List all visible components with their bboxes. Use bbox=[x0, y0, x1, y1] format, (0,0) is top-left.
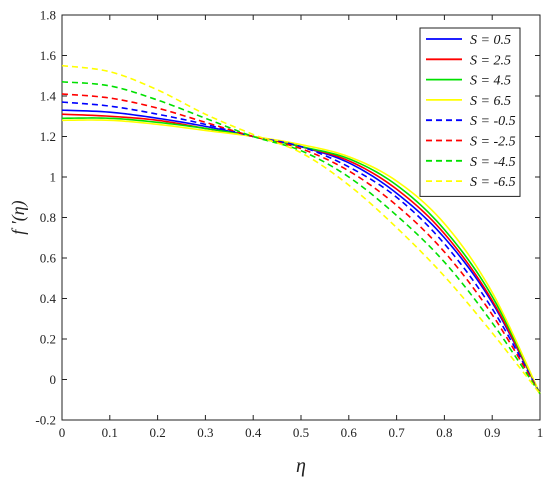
y-tick-label: 1.6 bbox=[40, 48, 57, 63]
y-tick-label: -0.2 bbox=[35, 413, 56, 428]
y-axis-label: f ′(η) bbox=[8, 200, 29, 234]
legend-label: S = -6.5 bbox=[470, 175, 516, 190]
x-tick-label: 0.1 bbox=[102, 425, 118, 440]
tick-group: 0 0.1 0.2 0.3 0.4 0.5 0.6 0.7 0.8 0.9 1-0.200.20.4… bbox=[35, 8, 543, 441]
x-tick-label: 0.9 bbox=[484, 425, 500, 440]
x-tick-label: 0 bbox=[59, 425, 66, 440]
legend-label: S = -4.5 bbox=[470, 155, 516, 170]
y-tick-label: 0.2 bbox=[40, 332, 56, 347]
x-tick-label: 0.3 bbox=[197, 425, 213, 440]
y-tick-label: 0.6 bbox=[40, 251, 57, 266]
legend: S = 0.5 S = 2.5 S = 4.5 S = 6.5 S = -0.5 S = … bbox=[419, 27, 521, 197]
x-tick-label: 0.6 bbox=[341, 425, 358, 440]
x-tick-label: 0.4 bbox=[245, 425, 262, 440]
series-line-4 bbox=[61, 119, 541, 395]
series-lines bbox=[61, 64, 541, 395]
legend-label: S = -2.5 bbox=[470, 135, 516, 150]
legend-label: S = 0.5 bbox=[470, 33, 511, 48]
x-tick-label: 1 bbox=[537, 425, 544, 440]
y-tick-label: 0 bbox=[50, 372, 57, 387]
legend-label: S = -0.5 bbox=[470, 114, 516, 129]
y-tick-label: 1.4 bbox=[40, 89, 57, 104]
legend-label: S = 4.5 bbox=[470, 74, 511, 89]
y-tick-label: 0.4 bbox=[40, 291, 57, 306]
y-tick-label: 1.2 bbox=[40, 129, 56, 144]
legend-label: S = 6.5 bbox=[470, 94, 511, 109]
series-line-7 bbox=[61, 81, 541, 395]
x-tick-label: 0.5 bbox=[293, 425, 309, 440]
series-line-6 bbox=[61, 93, 541, 395]
y-tick-label: 1 bbox=[50, 170, 57, 185]
series-line-5 bbox=[61, 101, 541, 395]
y-tick-label: 1.8 bbox=[40, 8, 56, 23]
legend-box bbox=[419, 27, 521, 197]
x-tick-label: 0.8 bbox=[436, 425, 452, 440]
x-axis-label: η bbox=[296, 455, 306, 477]
series-line-8 bbox=[61, 64, 541, 395]
y-tick-label: 0.8 bbox=[40, 210, 56, 225]
legend-label: S = 2.5 bbox=[470, 53, 511, 68]
x-tick-label: 0.2 bbox=[149, 425, 165, 440]
x-tick-label: 0.7 bbox=[388, 425, 405, 440]
